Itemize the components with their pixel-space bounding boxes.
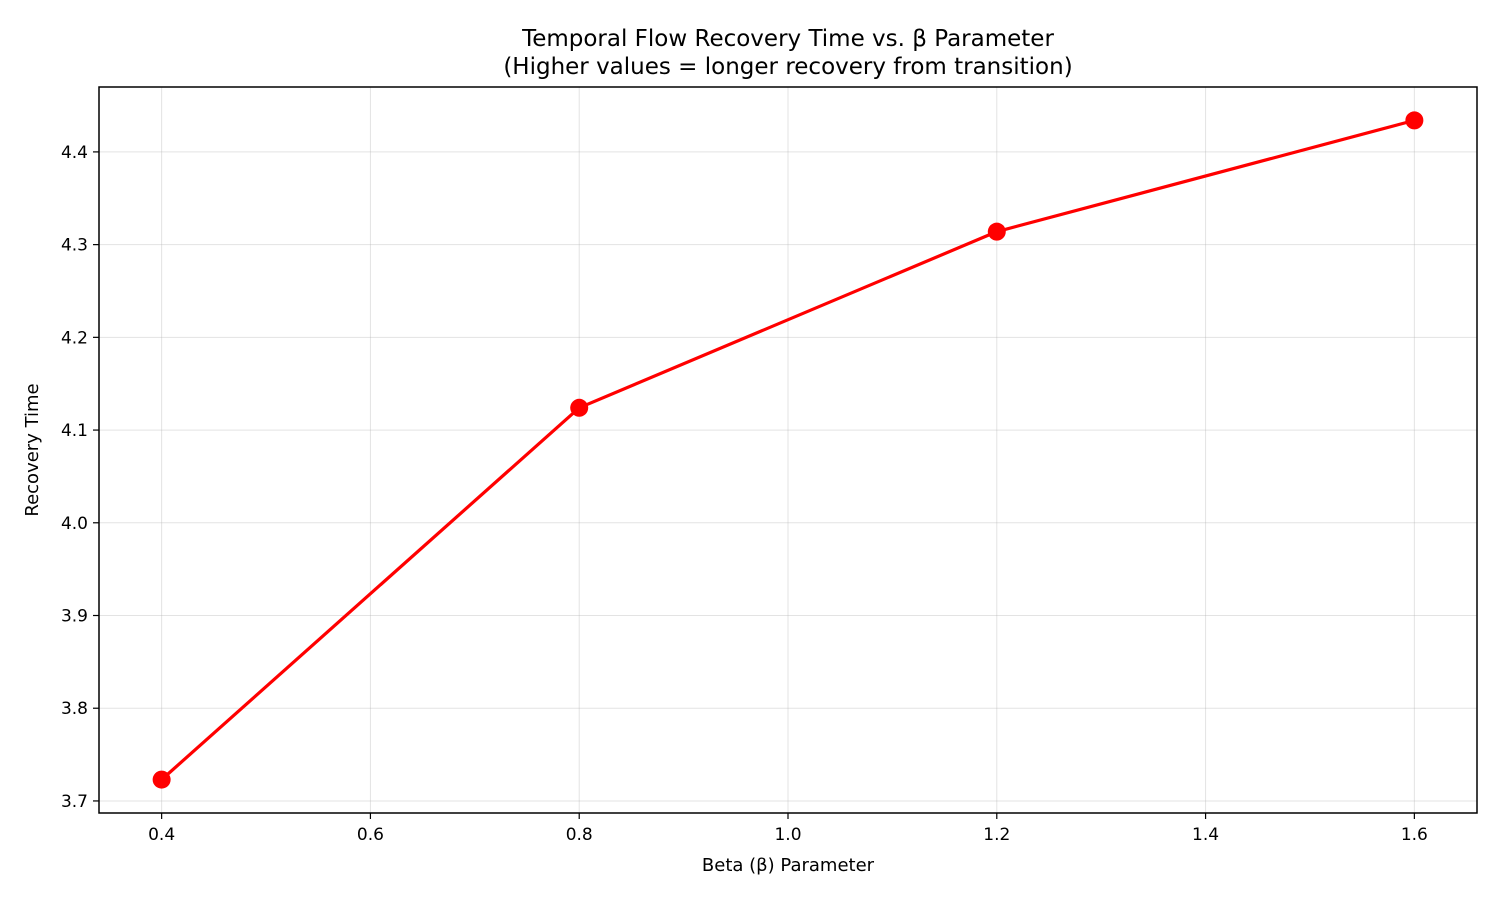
y-axis-label: Recovery Time xyxy=(22,383,43,516)
data-point-marker xyxy=(987,222,1006,241)
y-tick-label: 3.7 xyxy=(61,792,88,812)
y-tick-label: 4.0 xyxy=(61,514,88,534)
y-tick-label: 4.4 xyxy=(61,143,88,163)
data-point-marker xyxy=(1405,111,1424,130)
y-tick-label: 3.9 xyxy=(61,607,88,627)
series-layer xyxy=(152,111,1424,789)
x-tick-label: 1.4 xyxy=(1192,825,1219,845)
x-axis-ticks: 0.4 0.6 0.8 1.0 1.2 1.4 1.6 xyxy=(148,813,1428,845)
data-point-marker xyxy=(152,770,171,789)
x-tick-label: 0.4 xyxy=(148,825,175,845)
chart-subtitle: (Higher values = longer recovery from tr… xyxy=(503,54,1072,80)
y-axis-ticks: 3.7 3.8 3.9 4.0 4.1 4.2 4.3 4.4 xyxy=(61,143,99,812)
chart-title: Temporal Flow Recovery Time vs. β Parame… xyxy=(521,26,1054,52)
x-tick-label: 0.6 xyxy=(357,825,384,845)
x-tick-label: 1.2 xyxy=(983,825,1010,845)
x-tick-label: 1.0 xyxy=(774,825,801,845)
y-tick-label: 4.3 xyxy=(61,236,88,256)
y-tick-label: 3.8 xyxy=(61,699,88,719)
y-tick-label: 4.2 xyxy=(61,328,88,348)
grid-lines xyxy=(99,87,1477,813)
series-line xyxy=(160,118,1416,782)
x-tick-label: 0.8 xyxy=(566,825,593,845)
x-axis-label: Beta (β) Parameter xyxy=(702,855,875,876)
y-tick-label: 4.1 xyxy=(61,421,88,441)
x-tick-label: 1.6 xyxy=(1401,825,1428,845)
data-point-marker xyxy=(570,398,589,417)
